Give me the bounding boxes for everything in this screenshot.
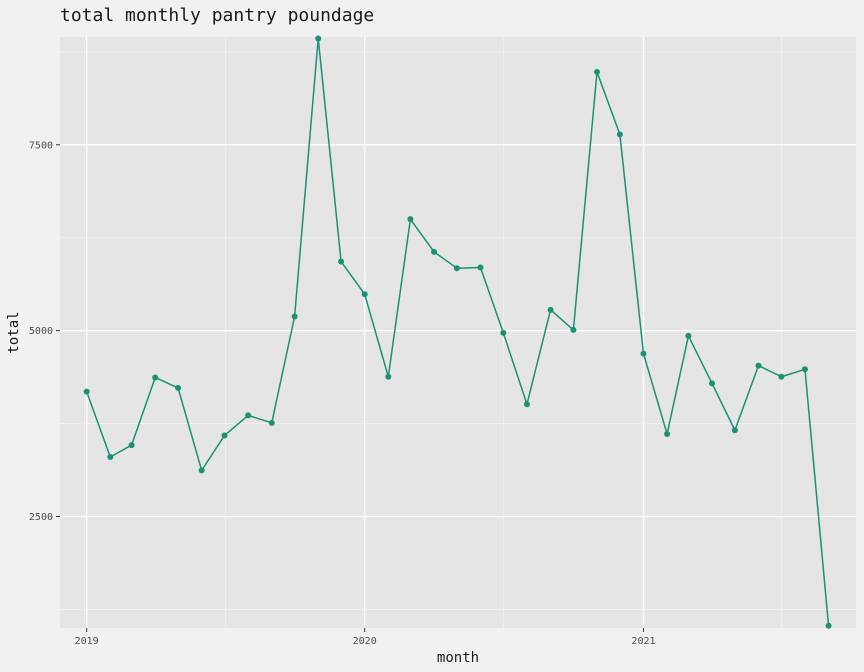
major-gridlines xyxy=(60,37,856,628)
data-point xyxy=(268,419,275,426)
plot-panel xyxy=(60,37,856,628)
data-point xyxy=(221,432,228,439)
data-point xyxy=(291,313,298,320)
data-point xyxy=(128,442,135,449)
data-point xyxy=(570,326,577,333)
data-point xyxy=(825,622,832,629)
axis-ticks xyxy=(56,144,644,632)
x-tick-label: 2021 xyxy=(631,636,655,647)
series-layer xyxy=(83,35,832,629)
data-point xyxy=(801,366,808,373)
data-point xyxy=(709,380,716,387)
data-point xyxy=(407,216,414,223)
data-point xyxy=(385,373,392,380)
x-axis-tick-labels: 2019 2020 2021 xyxy=(75,636,656,647)
data-point xyxy=(731,427,738,434)
data-point xyxy=(152,374,159,381)
data-point xyxy=(107,454,114,461)
y-axis-tick-labels: 2500 5000 7500 xyxy=(29,140,53,523)
y-tick-label: 2500 xyxy=(29,512,53,523)
x-tick-label: 2020 xyxy=(353,636,377,647)
data-point xyxy=(755,362,762,369)
data-point xyxy=(361,291,368,298)
data-point xyxy=(547,306,554,313)
y-tick-label: 5000 xyxy=(29,326,53,337)
x-tick-label: 2019 xyxy=(75,636,99,647)
data-point xyxy=(500,329,507,336)
chart-title: total monthly pantry poundage xyxy=(60,5,375,26)
x-axis-title: month xyxy=(437,650,479,666)
data-point xyxy=(523,401,530,408)
data-point xyxy=(664,430,671,437)
data-point xyxy=(594,68,601,75)
data-point xyxy=(83,388,90,395)
y-tick-label: 7500 xyxy=(29,140,53,151)
data-point xyxy=(245,412,252,419)
data-point xyxy=(477,264,484,271)
data-point xyxy=(431,248,438,255)
data-point xyxy=(198,467,205,474)
data-point xyxy=(175,384,182,391)
minor-gridlines xyxy=(60,37,856,628)
y-axis-title: total xyxy=(6,311,22,353)
data-point xyxy=(338,258,345,265)
data-point xyxy=(315,35,322,42)
data-point xyxy=(640,350,647,357)
data-point xyxy=(453,265,460,272)
data-point xyxy=(685,332,692,339)
data-point xyxy=(616,131,623,138)
data-point xyxy=(778,373,785,380)
